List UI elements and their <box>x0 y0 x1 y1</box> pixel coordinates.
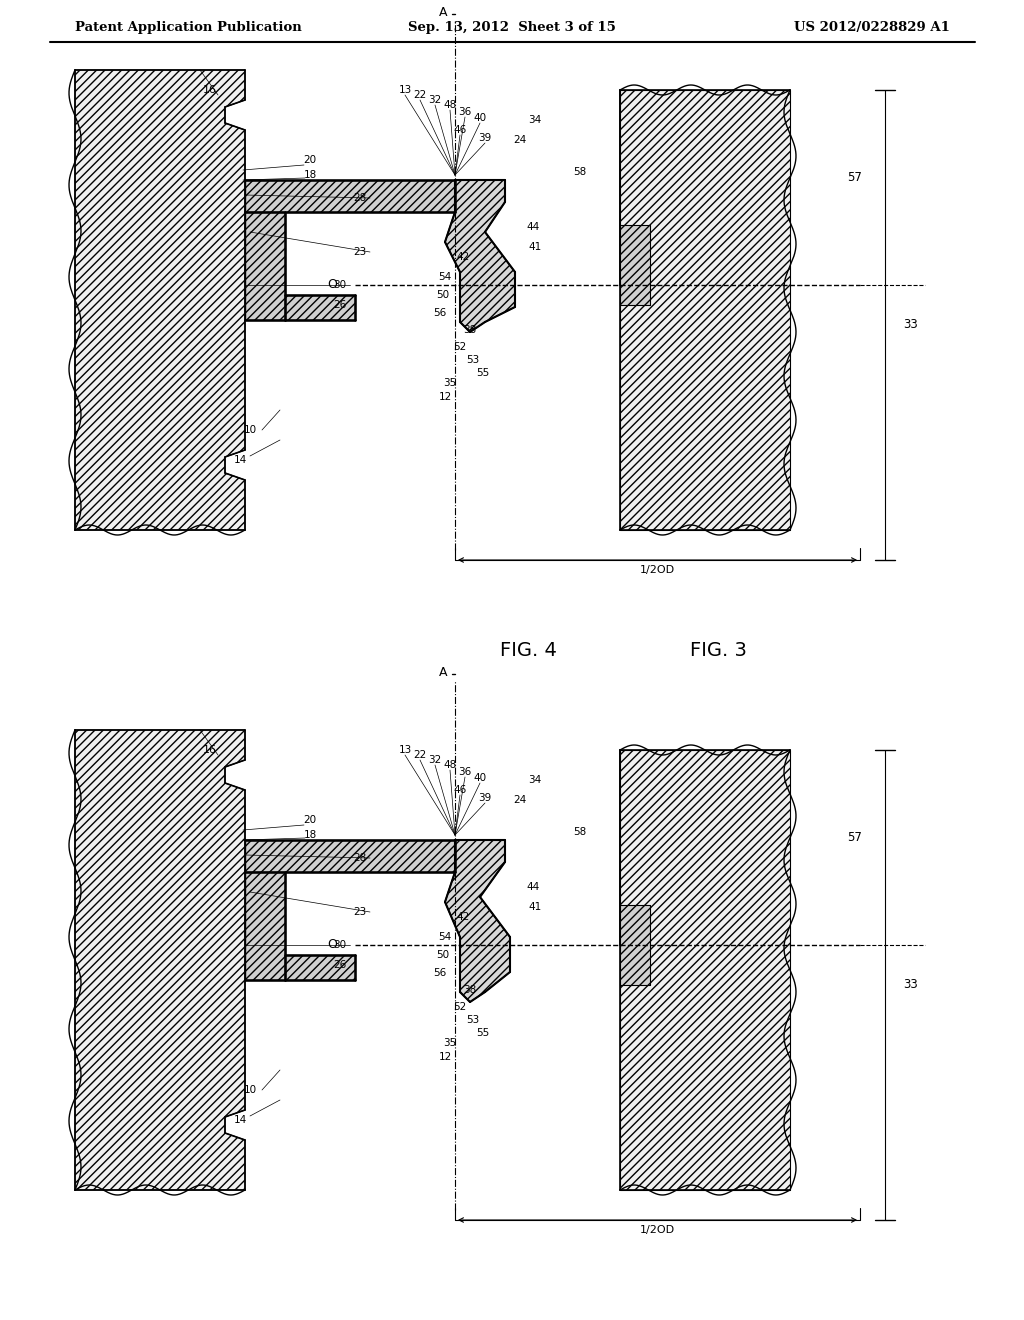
Text: 53: 53 <box>466 1015 479 1026</box>
Text: 38: 38 <box>464 985 476 995</box>
Text: O: O <box>327 939 337 952</box>
Text: 58: 58 <box>573 828 587 837</box>
Polygon shape <box>285 954 355 979</box>
Text: 57: 57 <box>848 832 862 843</box>
Text: O: O <box>327 279 337 292</box>
Text: 14: 14 <box>233 455 247 465</box>
Polygon shape <box>620 906 650 985</box>
Polygon shape <box>75 730 245 1191</box>
Text: 28: 28 <box>353 853 367 863</box>
Text: 41: 41 <box>528 902 542 912</box>
Text: 50: 50 <box>436 950 450 960</box>
Text: 14: 14 <box>233 1115 247 1125</box>
Text: 56: 56 <box>433 968 446 978</box>
Text: 35: 35 <box>443 1038 457 1048</box>
Text: A: A <box>438 665 447 678</box>
Polygon shape <box>445 180 515 333</box>
Polygon shape <box>620 90 790 531</box>
Text: US 2012/0228829 A1: US 2012/0228829 A1 <box>795 21 950 34</box>
Text: 20: 20 <box>303 154 316 165</box>
Text: 1/2OD: 1/2OD <box>640 565 675 576</box>
Text: 30: 30 <box>334 280 346 290</box>
Text: 44: 44 <box>526 222 540 232</box>
Text: 24: 24 <box>513 135 526 145</box>
Text: 26: 26 <box>334 300 347 310</box>
Text: 33: 33 <box>903 318 918 331</box>
Text: 52: 52 <box>454 342 467 352</box>
Text: 55: 55 <box>476 368 489 378</box>
Polygon shape <box>620 224 650 305</box>
Text: 56: 56 <box>433 308 446 318</box>
Text: 16: 16 <box>203 84 217 95</box>
Polygon shape <box>445 840 510 1002</box>
Polygon shape <box>245 180 455 213</box>
Text: 46: 46 <box>454 785 467 795</box>
Text: 34: 34 <box>528 115 542 125</box>
Text: 26: 26 <box>334 960 347 970</box>
Text: A: A <box>438 5 447 18</box>
Text: 48: 48 <box>443 760 457 770</box>
Text: 54: 54 <box>438 932 452 942</box>
Text: 12: 12 <box>438 392 452 403</box>
Text: FIG. 4: FIG. 4 <box>500 640 557 660</box>
Text: 18: 18 <box>303 830 316 840</box>
Polygon shape <box>245 873 285 979</box>
Text: 39: 39 <box>478 793 492 803</box>
Text: 36: 36 <box>459 767 472 777</box>
Text: 42: 42 <box>457 912 470 921</box>
Text: 55: 55 <box>476 1028 489 1038</box>
Text: Patent Application Publication: Patent Application Publication <box>75 21 302 34</box>
Text: 10: 10 <box>244 1085 257 1096</box>
Polygon shape <box>620 750 790 1191</box>
Text: 30: 30 <box>334 940 346 950</box>
Text: 53: 53 <box>466 355 479 366</box>
Text: 22: 22 <box>414 90 427 100</box>
Text: 1/2OD: 1/2OD <box>640 1225 675 1236</box>
Text: 32: 32 <box>428 95 441 106</box>
Text: 40: 40 <box>473 774 486 783</box>
Polygon shape <box>245 213 285 319</box>
Text: 13: 13 <box>398 744 412 755</box>
Text: 35: 35 <box>443 378 457 388</box>
Text: 58: 58 <box>573 168 587 177</box>
Text: 42: 42 <box>457 252 470 261</box>
Text: 23: 23 <box>353 907 367 917</box>
Text: 10: 10 <box>244 425 257 436</box>
Text: 23: 23 <box>353 247 367 257</box>
Text: 36: 36 <box>459 107 472 117</box>
Text: 39: 39 <box>478 133 492 143</box>
Polygon shape <box>245 840 455 873</box>
Polygon shape <box>75 70 245 531</box>
Text: FIG. 3: FIG. 3 <box>690 640 746 660</box>
Text: 16: 16 <box>203 744 217 755</box>
Text: 28: 28 <box>353 193 367 203</box>
Text: 12: 12 <box>438 1052 452 1063</box>
Text: 46: 46 <box>454 125 467 135</box>
Text: 57: 57 <box>848 172 862 183</box>
Text: 34: 34 <box>528 775 542 785</box>
Text: 38: 38 <box>464 325 476 335</box>
Text: 44: 44 <box>526 882 540 892</box>
Text: Sep. 13, 2012  Sheet 3 of 15: Sep. 13, 2012 Sheet 3 of 15 <box>408 21 616 34</box>
Text: 22: 22 <box>414 750 427 760</box>
Text: 41: 41 <box>528 242 542 252</box>
Text: 48: 48 <box>443 100 457 110</box>
Text: 33: 33 <box>903 978 918 991</box>
Text: 18: 18 <box>303 170 316 180</box>
Text: 32: 32 <box>428 755 441 766</box>
Text: 54: 54 <box>438 272 452 282</box>
Text: 52: 52 <box>454 1002 467 1012</box>
Text: 24: 24 <box>513 795 526 805</box>
Text: 40: 40 <box>473 114 486 123</box>
Text: 13: 13 <box>398 84 412 95</box>
Polygon shape <box>285 294 355 319</box>
Text: 20: 20 <box>303 814 316 825</box>
Text: 50: 50 <box>436 290 450 300</box>
